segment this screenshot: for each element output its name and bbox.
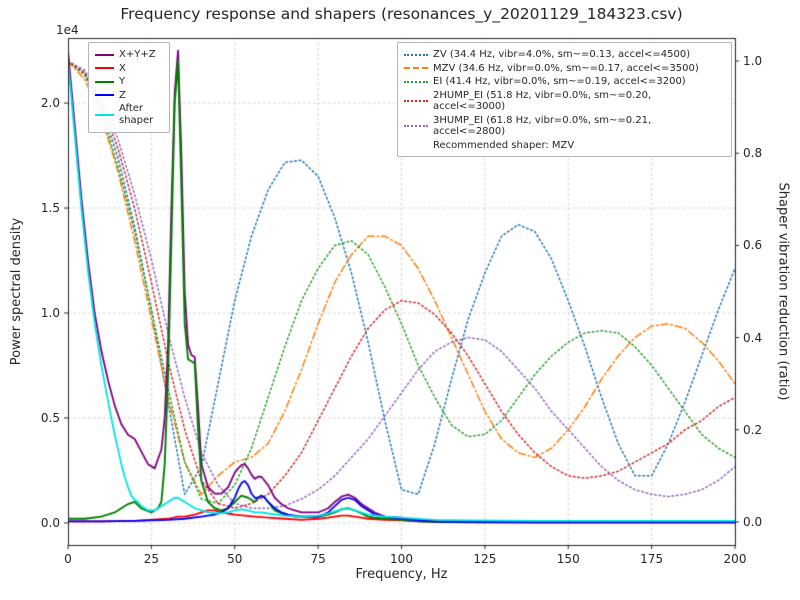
- y-axis-offset-text: 1e4: [56, 23, 79, 37]
- legend-line-swatch: [95, 53, 114, 56]
- y-axis-right-label: Shaper vibration reduction (ratio): [775, 182, 791, 401]
- legend-psd-label: X: [119, 62, 126, 74]
- legend-psd-item: X+Y+Z: [95, 49, 163, 61]
- legend-line-swatch: [404, 67, 428, 70]
- y-left-tick-label: 0.5: [40, 410, 60, 425]
- legend-line-swatch: [404, 100, 428, 102]
- legend-shaper-item: ZV (34.4 Hz, vibr=4.0%, sm~=0.13, accel<…: [404, 49, 725, 61]
- legend-psd-item: Z: [95, 90, 163, 102]
- legend-shaper-label: 2HUMP_EI (51.8 Hz, vibr=0.0%, sm~=0.20, …: [433, 89, 652, 113]
- legend-psd-label: Z: [119, 89, 126, 101]
- legend-line-swatch: [95, 94, 114, 97]
- y-axis-right-label-wrap: Shaper vibration reduction (ratio): [766, 38, 800, 545]
- legend-shaper-label: EI (41.4 Hz, vibr=0.0%, sm~=0.19, accel<…: [433, 76, 686, 87]
- x-tick-label: 0: [64, 552, 72, 566]
- x-tick-label: 75: [310, 552, 326, 566]
- legend-line-swatch: [404, 125, 428, 127]
- x-tick-label: 100: [390, 552, 413, 566]
- y-left-tick-label: 1.5: [40, 201, 60, 216]
- y-right-tick-label: 1.0: [743, 54, 763, 69]
- legend-psd: X+Y+Z X Y Z After shaper: [88, 42, 170, 133]
- recommended-shaper-note: Recommended shaper: MZV: [433, 139, 575, 151]
- y-left-tick-label: 2.0: [40, 96, 60, 111]
- legend-line-swatch: [95, 113, 114, 116]
- x-tick-label: 25: [143, 552, 160, 566]
- x-tick-label: 50: [227, 552, 243, 566]
- y-left-tick-label: 0.0: [40, 515, 60, 530]
- legend-shapers: ZV (34.4 Hz, vibr=4.0%, sm~=0.13, accel<…: [397, 42, 732, 157]
- legend-line-swatch: [404, 80, 428, 83]
- x-tick-label: 150: [556, 552, 580, 566]
- legend-shaper-label: MZV (34.6 Hz, vibr=0.0%, sm~=0.17, accel…: [433, 62, 699, 74]
- legend-line-swatch: [404, 53, 428, 56]
- legend-line-swatch: [95, 67, 114, 70]
- legend-psd-label: X+Y+Z: [119, 49, 156, 60]
- y-right-tick-label: 0.0: [743, 514, 763, 529]
- y-right-tick-label: 0.4: [743, 330, 763, 345]
- y-left-tick-label: 1.0: [40, 306, 60, 321]
- x-axis-label: Frequency, Hz: [355, 567, 448, 582]
- x-tick-label: 125: [473, 552, 497, 566]
- y-right-tick-label: 0.2: [743, 422, 763, 437]
- y-right-tick-label: 0.8: [743, 146, 763, 161]
- legend-psd-item: Y: [95, 76, 163, 88]
- x-tick-label: 175: [640, 552, 664, 566]
- legend-shaper-item: EI (41.4 Hz, vibr=0.0%, sm~=0.19, accel<…: [404, 76, 725, 88]
- y-axis-left-label: Power spectral density: [9, 217, 25, 366]
- legend-psd-item: X: [95, 63, 163, 75]
- legend-line-swatch: [95, 80, 114, 83]
- legend-psd-item: After shaper: [95, 103, 163, 126]
- x-tick-label: 200: [723, 552, 747, 566]
- y-right-tick-label: 0.6: [743, 238, 763, 253]
- legend-shaper-label: 3HUMP_EI (61.8 Hz, vibr=0.0%, sm~=0.21, …: [433, 114, 652, 138]
- y-axis-left-label-wrap: Power spectral density: [0, 38, 34, 545]
- legend-shaper-item: MZV (34.6 Hz, vibr=0.0%, sm~=0.17, accel…: [404, 63, 725, 75]
- legend-psd-label: After shaper: [119, 103, 154, 126]
- legend-shaper-label: ZV (34.4 Hz, vibr=4.0%, sm~=0.13, accel<…: [433, 49, 691, 60]
- legend-shaper-item: 2HUMP_EI (51.8 Hz, vibr=0.0%, sm~=0.20, …: [404, 90, 725, 113]
- legend-psd-label: Y: [119, 76, 126, 87]
- chart-title: Frequency response and shapers (resonanc…: [120, 5, 683, 23]
- legend-shaper-item: 3HUMP_EI (61.8 Hz, vibr=0.0%, sm~=0.21, …: [404, 115, 725, 138]
